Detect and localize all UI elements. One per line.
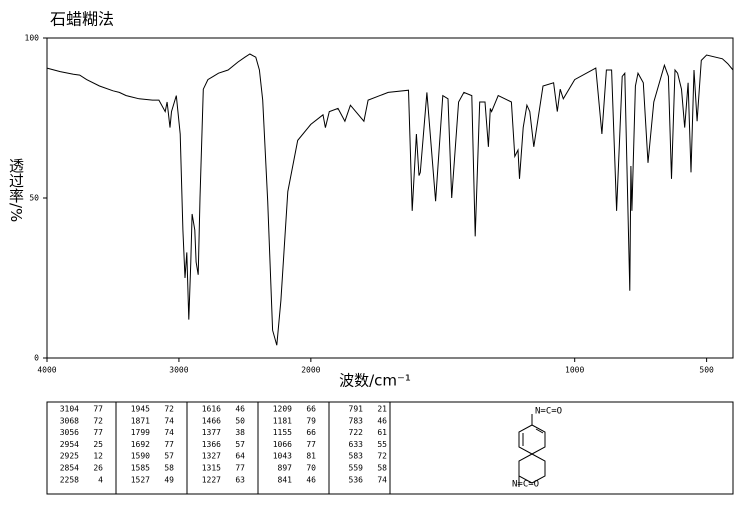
structure-label: N=C=O [512,480,539,490]
peak-transmittance: 46 [377,416,387,425]
peak-wavenumber: 3104 [60,405,79,414]
peak-wavenumber: 583 [349,452,364,461]
peak-transmittance: 70 [306,464,316,473]
peak-transmittance: 77 [93,405,103,414]
x-tick-label: 4000 [37,366,56,375]
peak-transmittance: 25 [93,440,103,449]
peak-wavenumber: 1227 [202,475,221,484]
peak-wavenumber: 3068 [60,416,79,425]
chart-title: 石蜡糊法 [50,10,114,29]
peak-wavenumber: 1466 [202,416,221,425]
peak-wavenumber: 722 [349,428,364,437]
peak-wavenumber: 1799 [131,428,150,437]
peak-wavenumber: 2854 [60,464,79,473]
peak-wavenumber: 559 [349,464,364,473]
peak-transmittance: 57 [164,452,174,461]
peak-wavenumber: 633 [349,440,364,449]
peak-wavenumber: 1315 [202,464,221,473]
peak-wavenumber: 1377 [202,428,221,437]
structure-drawing [518,414,546,487]
peak-wavenumber: 536 [349,475,364,484]
peak-transmittance: 57 [235,440,245,449]
peak-transmittance: 4 [98,475,103,484]
y-tick-label: 100 [25,34,40,43]
peak-wavenumber: 1945 [131,405,150,414]
peak-transmittance: 66 [306,428,316,437]
peak-wavenumber: 2258 [60,475,79,484]
peak-transmittance: 46 [306,475,316,484]
y-axis-label: 透过率/% [7,158,25,223]
x-axis-label: 波数/cm⁻¹ [339,372,411,390]
peak-wavenumber: 1209 [273,405,292,414]
peak-transmittance: 74 [164,428,174,437]
peak-wavenumber: 1585 [131,464,150,473]
peak-transmittance: 72 [164,405,174,414]
peak-transmittance: 55 [377,440,387,449]
peak-transmittance: 74 [377,475,387,484]
peak-wavenumber: 3056 [60,428,79,437]
x-tick-label: 3000 [169,366,188,375]
peak-wavenumber: 841 [278,475,293,484]
peak-wavenumber: 1871 [131,416,150,425]
peak-transmittance: 58 [377,464,387,473]
peak-wavenumber: 783 [349,416,364,425]
peak-wavenumber: 1527 [131,475,150,484]
spectrum-line [46,53,734,346]
peak-wavenumber: 1616 [202,405,221,414]
peak-wavenumber: 791 [349,405,364,414]
peak-transmittance: 26 [93,464,103,473]
peak-transmittance: 12 [93,452,103,461]
peak-transmittance: 63 [235,475,245,484]
plot-frame [46,37,734,359]
peak-transmittance: 58 [164,464,174,473]
peak-transmittance: 77 [93,428,103,437]
peak-wavenumber: 1366 [202,440,221,449]
y-tick-label: 50 [29,194,39,203]
peak-wavenumber: 1327 [202,452,221,461]
peak-transmittance: 50 [235,416,245,425]
x-tick-label: 500 [699,366,714,375]
peak-transmittance: 77 [306,440,316,449]
peak-wavenumber: 1155 [273,428,292,437]
peak-wavenumber: 1043 [273,452,292,461]
peak-transmittance: 81 [306,452,316,461]
y-tick-label: 0 [34,354,39,363]
peak-transmittance: 77 [235,464,245,473]
peak-transmittance: 64 [235,452,245,461]
peak-transmittance: 49 [164,475,174,484]
peak-wavenumber: 897 [278,464,293,473]
x-tick-label: 1000 [565,366,584,375]
peak-transmittance: 72 [377,452,387,461]
peak-wavenumber: 1692 [131,440,150,449]
peak-transmittance: 46 [235,405,245,414]
peak-wavenumber: 1181 [273,416,292,425]
peak-transmittance: 72 [93,416,103,425]
peak-transmittance: 74 [164,416,174,425]
structure-label: N=C=O [535,407,562,417]
peak-transmittance: 38 [235,428,245,437]
peak-transmittance: 79 [306,416,316,425]
peak-transmittance: 66 [306,405,316,414]
peak-wavenumber: 1590 [131,452,150,461]
peak-wavenumber: 2954 [60,440,79,449]
peak-wavenumber: 1066 [273,440,292,449]
peak-wavenumber: 2925 [60,452,79,461]
peak-transmittance: 77 [164,440,174,449]
peak-transmittance: 21 [377,405,387,414]
peak-transmittance: 61 [377,428,387,437]
x-tick-label: 2000 [301,366,320,375]
